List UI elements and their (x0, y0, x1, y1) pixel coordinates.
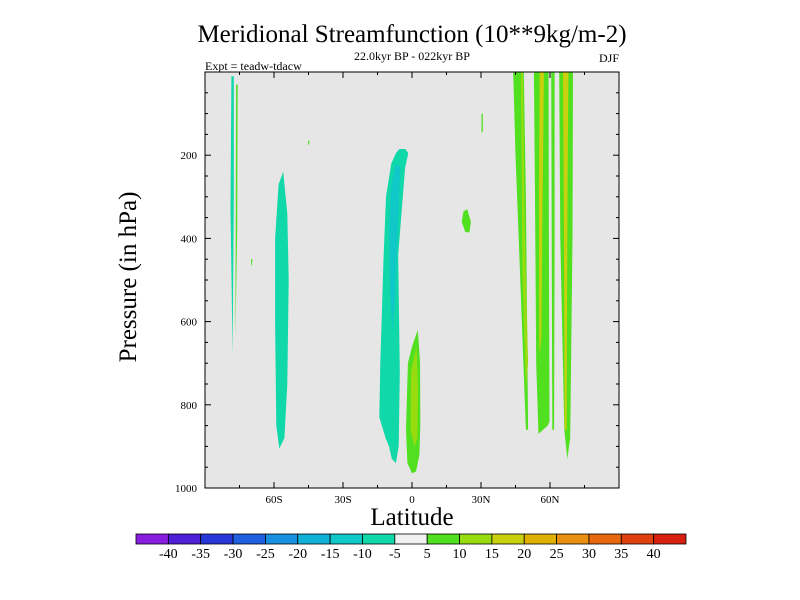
chart-title: Meridional Streamfunction (10**9kg/m-2) (197, 21, 626, 48)
contour-region (562, 72, 569, 430)
contour-region (481, 113, 483, 133)
colorbar-label: -15 (321, 547, 340, 562)
contour-region (308, 140, 310, 145)
colorbar-box (200, 533, 234, 545)
colorbar-box (556, 533, 590, 545)
colorbar-label: -10 (353, 547, 372, 562)
colorbar-box (653, 533, 687, 545)
colorbar-box (135, 533, 169, 545)
y-tick-label: 600 (181, 317, 198, 329)
colorbar-label: 30 (582, 547, 596, 562)
y-tick-label: 1000 (175, 483, 198, 495)
colorbar-box (362, 533, 396, 545)
subtitle-left: Expt = teadw-tdacw (205, 59, 302, 73)
colorbar-label: 10 (453, 547, 467, 562)
colorbar-box (426, 533, 460, 545)
contour-region (251, 259, 253, 266)
y-axis-title: Pressure (in hPa) (115, 192, 142, 363)
colorbar-box (620, 533, 655, 545)
contour-regions (230, 72, 573, 474)
colorbar-label: -20 (288, 547, 307, 562)
colorbar-label: -40 (159, 547, 178, 562)
subtitle-center: 22.0kyr BP - 022kyr BP (354, 49, 470, 63)
colorbar-label: 35 (614, 547, 628, 562)
x-tick-label: 30N (472, 494, 491, 506)
colorbar-box (297, 533, 331, 545)
contour-region (513, 72, 529, 430)
contour-region (275, 171, 289, 449)
colorbar-label: 15 (485, 547, 499, 562)
contour-region (389, 163, 401, 330)
y-tick-label: 800 (181, 400, 198, 412)
colorbar-label: -5 (389, 547, 401, 562)
x-axis-title: Latitude (370, 504, 453, 531)
contour-region (461, 209, 471, 233)
colorbar-label: 40 (647, 547, 661, 562)
colorbar-label: 25 (550, 547, 564, 562)
x-tick-label: 0 (409, 494, 415, 506)
contour-region (235, 84, 238, 339)
y-tick-label: 400 (181, 233, 198, 245)
y-tick-label: 200 (181, 150, 198, 162)
colorbar-box (459, 533, 493, 545)
colorbar-label: 5 (424, 547, 431, 562)
contour-region (410, 346, 418, 447)
subtitle-right: DJF (599, 51, 619, 65)
colorbar: -40 -35 -30 -25 -20 -15 -10 -5 5 10 15 20 25 30 35 40 (135, 533, 687, 562)
colorbar-box (491, 533, 525, 545)
colorbar-label: -25 (256, 547, 275, 562)
colorbar-box (265, 533, 299, 545)
axis-ticks: 60S 30S 0 30N 60N 200 400 600 800 1000 (175, 72, 620, 506)
colorbar-box (588, 533, 622, 545)
colorbar-box (167, 533, 202, 545)
x-tick-label: 60S (265, 494, 282, 506)
contour-region (521, 72, 529, 389)
colorbar-box (394, 533, 428, 545)
colorbar-label: -35 (191, 547, 210, 562)
colorbar-label: 20 (517, 547, 531, 562)
plot-area: 60S 30S 0 30N 60N 200 400 600 800 1000 (175, 71, 620, 506)
x-tick-label: 30S (334, 494, 351, 506)
colorbar-box (329, 533, 363, 545)
colorbar-box (523, 533, 557, 545)
colorbar-box (232, 533, 266, 545)
contour-region (551, 72, 555, 430)
contour-region (539, 72, 544, 355)
contour-region (230, 76, 234, 355)
x-tick-label: 60N (541, 494, 560, 506)
colorbar-label: -30 (224, 547, 243, 562)
